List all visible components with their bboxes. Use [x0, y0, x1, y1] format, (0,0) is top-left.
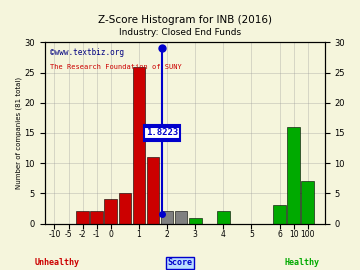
Bar: [90, 211, 103, 224]
Bar: [76, 211, 89, 224]
Y-axis label: Number of companies (81 total): Number of companies (81 total): [15, 77, 22, 189]
Text: Healthy: Healthy: [285, 258, 320, 267]
Bar: [273, 205, 286, 224]
Bar: [104, 200, 117, 224]
Bar: [132, 67, 145, 224]
Text: Score: Score: [167, 258, 193, 267]
Text: Unhealthy: Unhealthy: [35, 258, 80, 267]
Text: Industry: Closed End Funds: Industry: Closed End Funds: [119, 28, 241, 37]
Bar: [161, 211, 174, 224]
Bar: [118, 193, 131, 224]
Bar: [301, 181, 314, 224]
Bar: [147, 157, 159, 224]
Bar: [189, 218, 202, 224]
Text: The Research Foundation of SUNY: The Research Foundation of SUNY: [50, 64, 182, 70]
Bar: [217, 211, 230, 224]
Bar: [287, 127, 300, 224]
Text: ©www.textbiz.org: ©www.textbiz.org: [50, 48, 124, 57]
Title: Z-Score Histogram for INB (2016): Z-Score Histogram for INB (2016): [98, 15, 272, 25]
Text: 1.8223: 1.8223: [146, 129, 178, 137]
Bar: [175, 211, 188, 224]
